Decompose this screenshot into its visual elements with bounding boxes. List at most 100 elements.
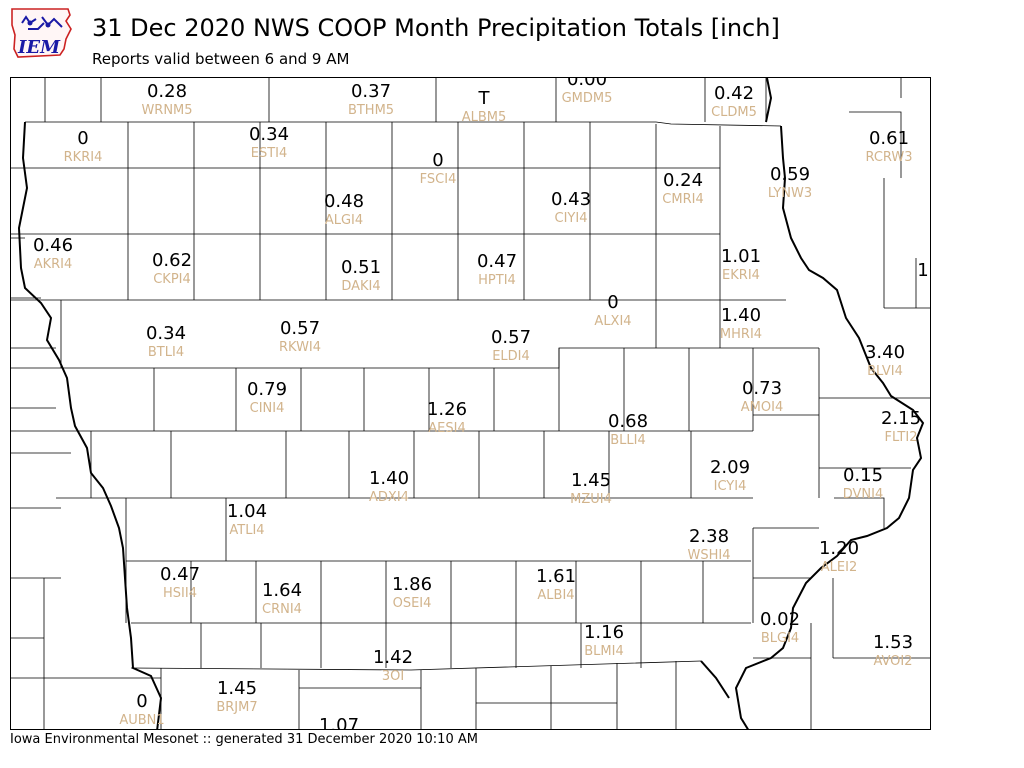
station-id: AESI4 [428, 421, 465, 436]
station-value: 0.57 [491, 327, 531, 348]
station-id: BLVI4 [867, 364, 903, 379]
station-value: 1.45 [571, 470, 611, 491]
station-value: 0 [432, 150, 443, 171]
station-id: CIYI4 [555, 211, 588, 226]
station-value: 0.51 [341, 257, 381, 278]
station-value: 0.48 [324, 191, 364, 212]
station-id: ESTI4 [251, 146, 288, 161]
station-alxm7: 1.07ALXM7 [319, 715, 359, 730]
station-id: RKRI4 [64, 150, 103, 165]
station-id: OSEI4 [393, 596, 432, 611]
station-value: 0.47 [160, 564, 200, 585]
station-value: 0.47 [477, 251, 517, 272]
station-value: 0 [77, 128, 88, 149]
station-value: T [478, 88, 491, 109]
station-value: 0.02 [760, 609, 800, 630]
station-id: HSII4 [163, 586, 197, 601]
station-value: 0.46 [33, 235, 73, 256]
station-id: DAKI4 [341, 279, 380, 294]
station-value: 1.07 [319, 715, 359, 730]
station-value: 1.53 [873, 632, 913, 653]
station-value: 2.38 [689, 526, 729, 547]
station-value: 0.42 [714, 83, 754, 104]
station-id: MZUI4 [570, 492, 612, 507]
station-value: 3.40 [865, 342, 905, 363]
station-id: ADXI4 [369, 490, 409, 505]
station-value: 1.45 [217, 678, 257, 699]
station-value: 2.09 [710, 457, 750, 478]
station-value: 1.61 [536, 566, 576, 587]
station-id: ICYI4 [714, 479, 747, 494]
station-id: HPTI4 [478, 273, 516, 288]
station-value: 0.34 [146, 323, 186, 344]
station-value: 1.26 [427, 399, 467, 420]
station-id: AVOI2 [873, 654, 912, 669]
station-id: DVNI4 [843, 487, 884, 502]
station-id: LYNW3 [768, 186, 812, 201]
station-value: 0.00 [567, 78, 607, 90]
station-value: 0 [136, 691, 147, 712]
station-value: 0.61 [869, 128, 909, 149]
station-value: 0.28 [147, 81, 187, 102]
station-value: 0.73 [742, 378, 782, 399]
station-value: 1.40 [369, 468, 409, 489]
station-id: ALXI4 [594, 314, 631, 329]
station-value: 0.68 [608, 411, 648, 432]
station-id: BTHM5 [348, 103, 394, 118]
station-value: 1.04 [227, 501, 267, 522]
station-value: 0.59 [770, 164, 810, 185]
station-id: WRNM5 [141, 103, 192, 118]
station-value: 1 [917, 260, 928, 281]
iowa-state-outline-logo-icon: IEM [11, 8, 72, 58]
county-lines [11, 78, 930, 729]
station-value: 0.15 [843, 465, 883, 486]
precipitation-map: 0.28 WRNM5 0.37 BTHM5 T ALBM5 0.00 GMDM5 0.42 CLD… [10, 77, 931, 730]
station-value: 0.57 [280, 318, 320, 339]
station-id: EKRI4 [722, 268, 760, 283]
station-value: 1.40 [721, 305, 761, 326]
station-value: 1.64 [262, 580, 302, 601]
station-value: 0.24 [663, 170, 703, 191]
station-id: AUBN1 [119, 713, 164, 728]
station-id: BRJM7 [216, 700, 257, 715]
station-id: CMRI4 [662, 192, 703, 207]
station-id: BLMI4 [584, 644, 623, 659]
station-id: CKPI4 [153, 272, 191, 287]
state-boundaries [17, 78, 925, 729]
station-unnamed-18: 1 [917, 260, 928, 281]
station-id: WSHI4 [688, 548, 731, 563]
station-id: ALGI4 [325, 213, 363, 228]
station-id: ALBM5 [462, 110, 507, 125]
station-id: MHRI4 [720, 327, 762, 342]
